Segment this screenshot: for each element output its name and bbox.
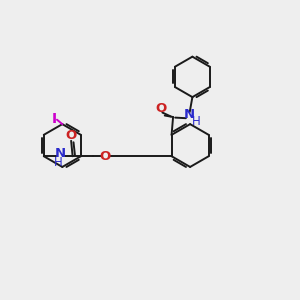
Text: O: O <box>100 150 111 163</box>
Text: O: O <box>65 129 77 142</box>
Text: I: I <box>51 112 57 126</box>
Text: H: H <box>192 115 200 128</box>
Text: N: N <box>55 147 66 160</box>
Text: O: O <box>155 103 166 116</box>
Text: H: H <box>54 156 63 169</box>
Text: N: N <box>184 108 195 122</box>
